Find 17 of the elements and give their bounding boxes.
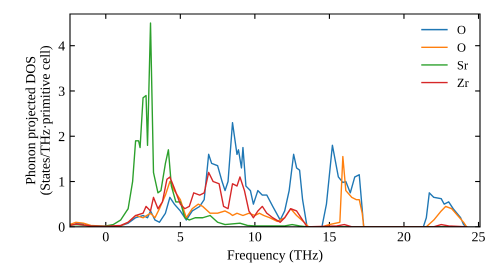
y-tick-label: 1 <box>59 177 64 186</box>
x-tick-label: 15 <box>324 232 336 242</box>
legend-label: O <box>457 26 466 34</box>
y-tick-label: 4 <box>58 41 65 51</box>
x-tick-label: 25 <box>472 232 485 242</box>
y-tick-label: 3 <box>58 86 65 96</box>
y-tick-label: 2 <box>58 132 64 142</box>
x-tick-label: 0 <box>102 232 109 242</box>
y-tick-label: 0 <box>58 222 65 232</box>
legend-label: Sr <box>458 61 468 70</box>
x-tick-label: 10 <box>249 232 262 242</box>
y-axis-title: Phonon projected DOS (States/THz·primitive cell) <box>26 46 53 195</box>
legend-label: Zr <box>458 78 469 87</box>
x-tick-label: 20 <box>398 232 410 242</box>
x-axis-title: Frequency (THz) <box>227 250 322 262</box>
legend-label: O <box>457 43 466 52</box>
x-tick-label: 5 <box>178 232 184 242</box>
